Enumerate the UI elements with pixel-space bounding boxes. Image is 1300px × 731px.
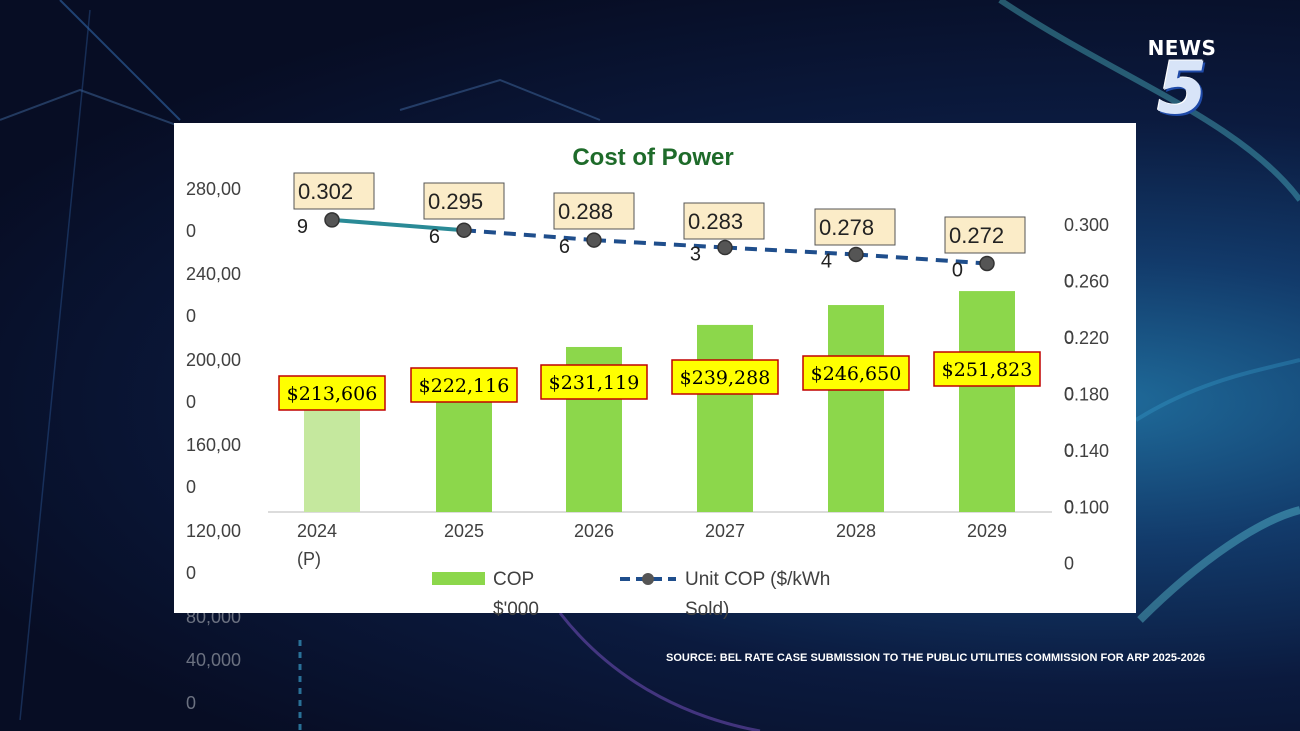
unit-value-label: 0.295 (428, 189, 483, 214)
cop-value-box (278, 375, 386, 411)
legend-label-unit-cop: Unit COP ($/kWh Sold) (685, 569, 830, 620)
legend-bar-swatch (432, 572, 485, 585)
unit-value-tail-digit: 0 (952, 259, 963, 281)
cop-value-label: $246,650 (811, 363, 902, 385)
unit-cop-line-dashed (855, 252, 988, 266)
chart-card: Cost of Power 280,00 0 240,00 0 200,00 0 160,00… (174, 123, 1136, 620)
cop-value-box (410, 367, 518, 403)
right-axis-tick: 0.260 0 (1064, 272, 1109, 348)
x-axis-tick: 2026 (574, 521, 614, 541)
unit-cop-point (848, 246, 864, 263)
news5-logo: NEWS 5 (1140, 36, 1224, 130)
left-axis-tick: 40,000 (186, 650, 241, 670)
cop-value-box (933, 351, 1041, 387)
left-axis-tick: 160,00 0 (186, 435, 241, 497)
logo-word: NEWS (1147, 36, 1217, 60)
cop-value-label: $231,119 (549, 372, 640, 394)
cop-value-label: $213,606 (287, 383, 378, 405)
x-axis-tick: 2024 (P) (297, 521, 337, 569)
chart-title: Cost of Power (572, 144, 733, 171)
unit-value-tail-digit: 9 (297, 216, 308, 238)
right-axis-tick: 0.100 0 (1064, 498, 1109, 574)
unit-value-label: 0.278 (819, 215, 874, 240)
cop-bar (828, 305, 884, 512)
unit-cop-point (586, 232, 602, 248)
unit-value-box (683, 202, 765, 240)
unit-value-box (293, 172, 375, 210)
right-axis-tick: 0.220 0 (1064, 328, 1109, 404)
unit-cop-point (324, 212, 340, 228)
unit-value-box (553, 192, 635, 230)
x-axis-tick: 2025 (444, 521, 484, 541)
unit-value-tail-digit: 4 (821, 250, 832, 272)
x-axis-tick: 2029 (967, 521, 1007, 541)
right-axis-tick: 0.140 0 (1064, 441, 1109, 517)
unit-cop-point (717, 239, 733, 256)
cost-of-power-chart: Cost of Power 280,00 0 240,00 0 200,00 0 160,00… (186, 144, 1109, 620)
unit-value-box (814, 208, 896, 246)
left-axis-tick: 120,00 0 (186, 521, 241, 583)
unit-value-box (944, 216, 1026, 254)
legend-label-cop: COP $'000 (493, 569, 539, 620)
left-axis-tick: 280,00 0 (186, 179, 241, 241)
x-axis-tick: 2027 (705, 521, 745, 541)
unit-value-label: 0.283 (688, 209, 743, 234)
cop-value-box (802, 355, 910, 391)
cop-bar (304, 394, 360, 512)
unit-value-label: 0.288 (558, 199, 613, 224)
left-axis-tick: 200,00 0 (186, 350, 241, 412)
unit-value-tail-digit: 6 (559, 236, 570, 258)
unit-cop-point (456, 222, 472, 238)
unit-cop-line-dashed (724, 245, 857, 257)
cop-bar (959, 291, 1015, 512)
unit-value-label: 0.302 (298, 179, 353, 204)
legend-line-marker (642, 573, 654, 585)
x-axis-tick: 2028 (836, 521, 876, 541)
unit-value-tail-digit: 3 (690, 244, 701, 266)
cop-bar (697, 324, 753, 512)
unit-cop-line-solid (331, 217, 465, 233)
unit-cop-point (979, 255, 995, 272)
logo-number: 5 (1156, 46, 1208, 130)
cop-value-box (540, 364, 648, 400)
left-axis-tick: 240,00 0 (186, 264, 241, 326)
unit-value-label: 0.272 (949, 223, 1004, 248)
cop-value-label: $251,823 (942, 359, 1033, 381)
cop-value-label: $222,116 (419, 375, 510, 397)
left-axis-tick: 0 (186, 693, 196, 713)
cop-value-label: $239,288 (680, 367, 771, 389)
right-axis-tick: 0.180 0 (1064, 385, 1109, 461)
unit-cop-line-dashed (593, 238, 726, 250)
right-axis-tick: 0.300 0 (1064, 215, 1109, 291)
unit-value-tail-digit: 6 (429, 226, 440, 248)
unit-value-box (423, 182, 505, 220)
cop-value-box (671, 359, 779, 395)
source-caption: SOURCE: BEL RATE CASE SUBMISSION TO THE … (666, 652, 1206, 664)
unit-cop-line-dashed (463, 228, 595, 243)
